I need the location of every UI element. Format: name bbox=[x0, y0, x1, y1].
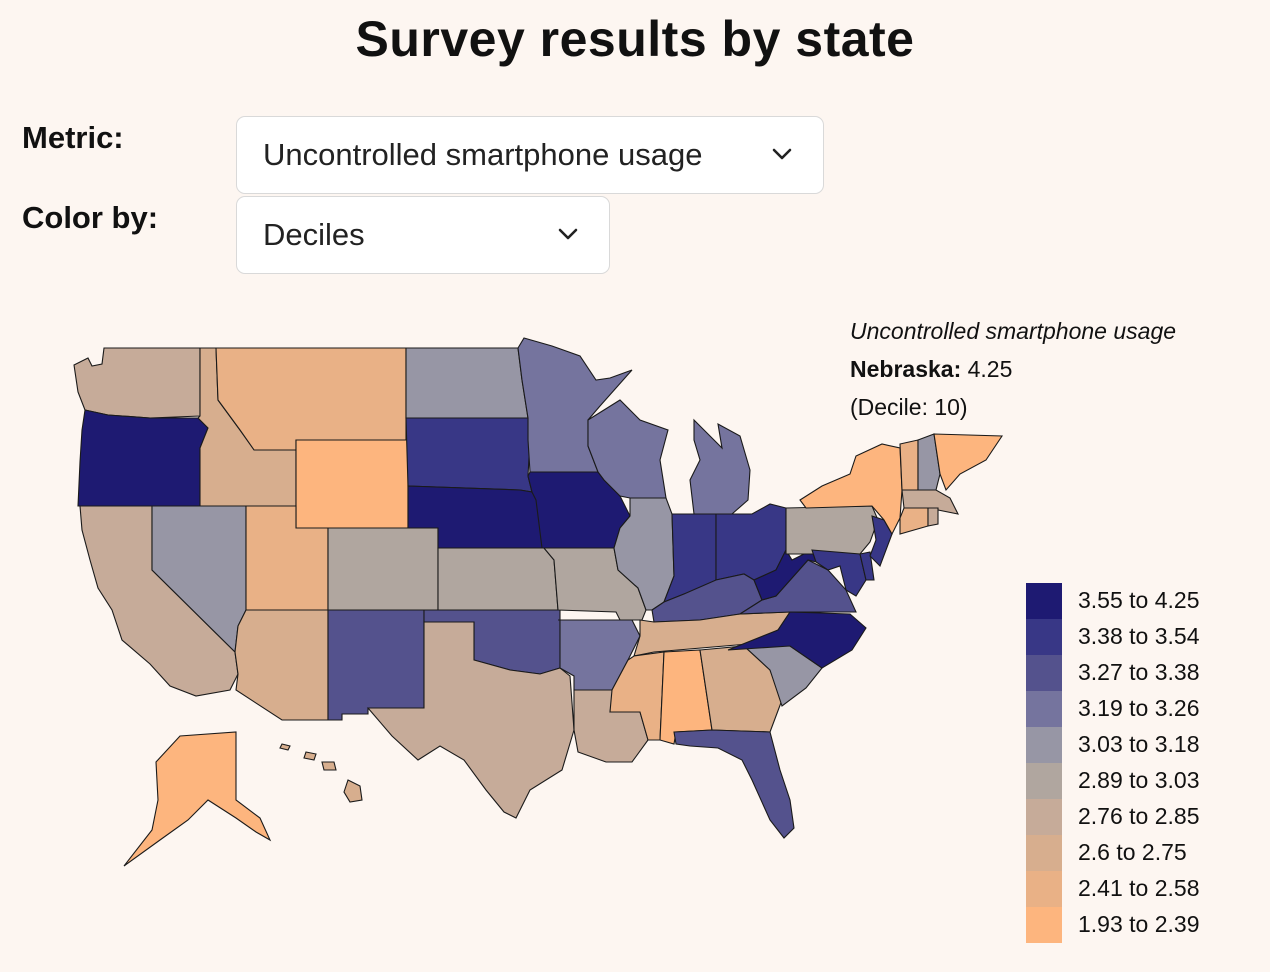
state-new-mexico[interactable] bbox=[327, 609, 425, 721]
state-maine[interactable] bbox=[933, 433, 1004, 492]
legend-label: 3.19 to 3.26 bbox=[1078, 695, 1200, 721]
state-vermont[interactable] bbox=[899, 439, 919, 491]
state-colorado[interactable] bbox=[327, 527, 439, 611]
state-south-dakota[interactable] bbox=[405, 417, 533, 493]
tooltip-value: 4.25 bbox=[967, 356, 1013, 382]
page-title: Survey results by state bbox=[355, 11, 915, 67]
legend-label: 3.27 to 3.38 bbox=[1078, 659, 1200, 685]
tooltip-decile: (Decile: 10) bbox=[850, 394, 968, 420]
state-delaware[interactable] bbox=[859, 551, 875, 581]
color-by-select-value: Deciles bbox=[263, 217, 365, 252]
state-texas[interactable] bbox=[366, 621, 575, 819]
state-north-carolina[interactable] bbox=[727, 611, 867, 669]
legend-label: 3.03 to 3.18 bbox=[1078, 731, 1200, 757]
state-new-hampshire[interactable] bbox=[917, 433, 941, 491]
legend-swatch bbox=[1026, 619, 1062, 655]
state-alaska[interactable] bbox=[123, 731, 272, 867]
legend-label: 3.38 to 3.54 bbox=[1078, 623, 1200, 649]
map-tooltip: Uncontrolled smartphone usage Nebraska: … bbox=[850, 312, 1176, 426]
tooltip-metric: Uncontrolled smartphone usage bbox=[850, 318, 1177, 344]
color-by-select[interactable]: Deciles bbox=[236, 196, 610, 274]
state-minnesota[interactable] bbox=[517, 337, 633, 473]
legend-swatch bbox=[1026, 907, 1062, 943]
state-pennsylvania[interactable] bbox=[785, 505, 879, 555]
metric-select-value: Uncontrolled smartphone usage bbox=[263, 137, 703, 172]
chevron-down-icon bbox=[772, 148, 792, 160]
legend-swatch bbox=[1026, 799, 1062, 835]
color-by-label: Color by: bbox=[22, 200, 159, 235]
legend-label: 1.93 to 2.39 bbox=[1078, 911, 1200, 937]
state-michigan[interactable] bbox=[689, 418, 751, 515]
legend-label: 3.55 to 4.25 bbox=[1078, 587, 1200, 613]
legend-swatch bbox=[1026, 583, 1062, 619]
state-kansas[interactable] bbox=[437, 547, 559, 611]
tooltip-state: Nebraska: bbox=[850, 356, 962, 382]
state-arizona[interactable] bbox=[234, 609, 329, 721]
legend-label: 2.6 to 2.75 bbox=[1078, 839, 1187, 865]
legend-swatch bbox=[1026, 835, 1062, 871]
legend-label: 2.76 to 2.85 bbox=[1078, 803, 1200, 829]
legend-swatch bbox=[1026, 691, 1062, 727]
legend-label: 2.41 to 2.58 bbox=[1078, 875, 1200, 901]
state-florida[interactable] bbox=[673, 729, 795, 839]
legend-swatch bbox=[1026, 871, 1062, 907]
legend-label: 2.89 to 3.03 bbox=[1078, 767, 1200, 793]
state-oregon[interactable] bbox=[77, 409, 209, 507]
legend-swatch bbox=[1026, 727, 1062, 763]
state-hawaii[interactable] bbox=[279, 743, 363, 803]
state-washington[interactable] bbox=[73, 347, 201, 419]
state-wyoming[interactable] bbox=[295, 439, 409, 529]
state-rhode-island[interactable] bbox=[927, 507, 939, 527]
legend-swatch bbox=[1026, 655, 1062, 691]
metric-label: Metric: bbox=[22, 120, 124, 155]
state-montana[interactable] bbox=[215, 347, 407, 451]
legend-swatch bbox=[1026, 763, 1062, 799]
state-connecticut[interactable] bbox=[899, 507, 929, 535]
state-ohio[interactable] bbox=[715, 503, 787, 581]
state-north-dakota[interactable] bbox=[405, 347, 529, 419]
metric-select[interactable]: Uncontrolled smartphone usage bbox=[236, 116, 824, 194]
chevron-down-icon bbox=[558, 228, 578, 240]
